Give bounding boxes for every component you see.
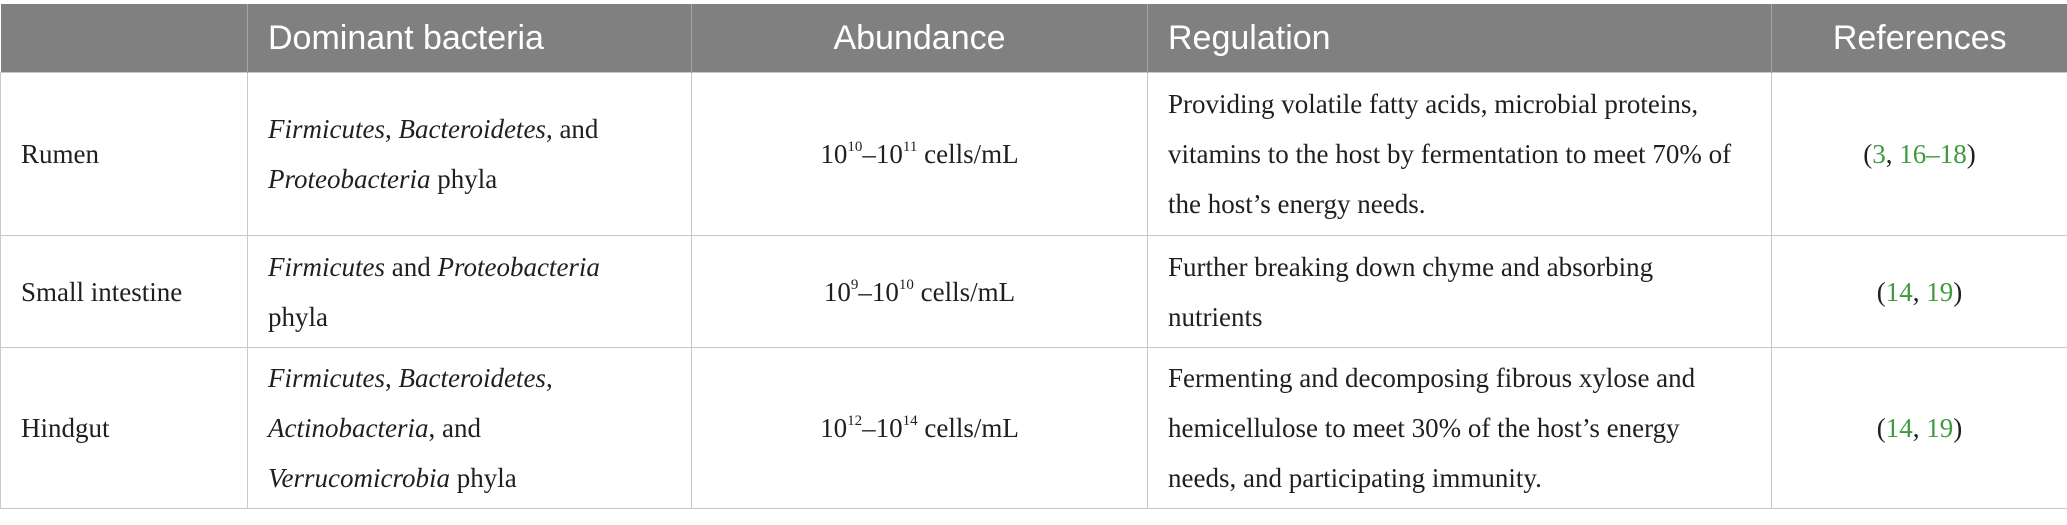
header-row: Dominant bacteria Abundance Regulation R… xyxy=(0,4,2067,73)
reference-link[interactable]: 3 xyxy=(1872,139,1886,169)
references-cell: (3, 16–18) xyxy=(1771,72,2067,236)
regulation-cell: Fermenting and decomposing fibrous xylos… xyxy=(1147,347,1772,509)
references-cell: (14, 19) xyxy=(1771,347,2067,509)
bacteria-cell: Firmicutes and Proteobacteria phyla xyxy=(247,235,692,348)
abundance-cell: 109–1010 cells/mL xyxy=(691,235,1148,348)
bacteria-cell: Firmicutes, Bacteroidetes, Actinobacteria… xyxy=(247,347,692,509)
regulation-cell: Providing volatile fatty acids, microbia… xyxy=(1147,72,1772,236)
reference-link[interactable]: 14 xyxy=(1885,276,1913,307)
reference-link[interactable]: 16 xyxy=(1899,139,1927,169)
header-dominant-bacteria: Dominant bacteria xyxy=(247,4,692,73)
reference-link[interactable]: 19 xyxy=(1926,276,1954,307)
site-cell: Small intestine xyxy=(0,235,248,348)
bacteria-table: Dominant bacteria Abundance Regulation R… xyxy=(0,4,2067,509)
reference-link[interactable]: 19 xyxy=(1926,413,1954,443)
header-abundance: Abundance xyxy=(691,4,1148,73)
bacteria-cell: Firmicutes, Bacteroidetes, and Proteobact… xyxy=(247,72,692,236)
references-cell: (14, 19) xyxy=(1771,235,2067,348)
table-row: Rumen Firmicutes, Bacteroidetes, and Prot… xyxy=(0,72,2067,236)
site-cell: Rumen xyxy=(0,72,248,236)
header-site xyxy=(0,4,248,73)
header-references: References xyxy=(1771,4,2067,73)
reference-link[interactable]: 18 xyxy=(1939,139,1967,169)
abundance-cell: 1010–1011 cells/mL xyxy=(691,72,1148,236)
reference-link[interactable]: 14 xyxy=(1885,413,1913,443)
abundance-cell: 1012–1014 cells/mL xyxy=(691,347,1148,509)
table-row: Small intestine Firmicutes and Proteobac… xyxy=(0,235,2067,348)
site-cell: Hindgut xyxy=(0,347,248,509)
table-row: Hindgut Firmicutes, Bacteroidetes, Actino… xyxy=(0,347,2067,509)
header-regulation: Regulation xyxy=(1147,4,1772,73)
regulation-cell: Further breaking down chyme and absorbin… xyxy=(1147,235,1772,348)
